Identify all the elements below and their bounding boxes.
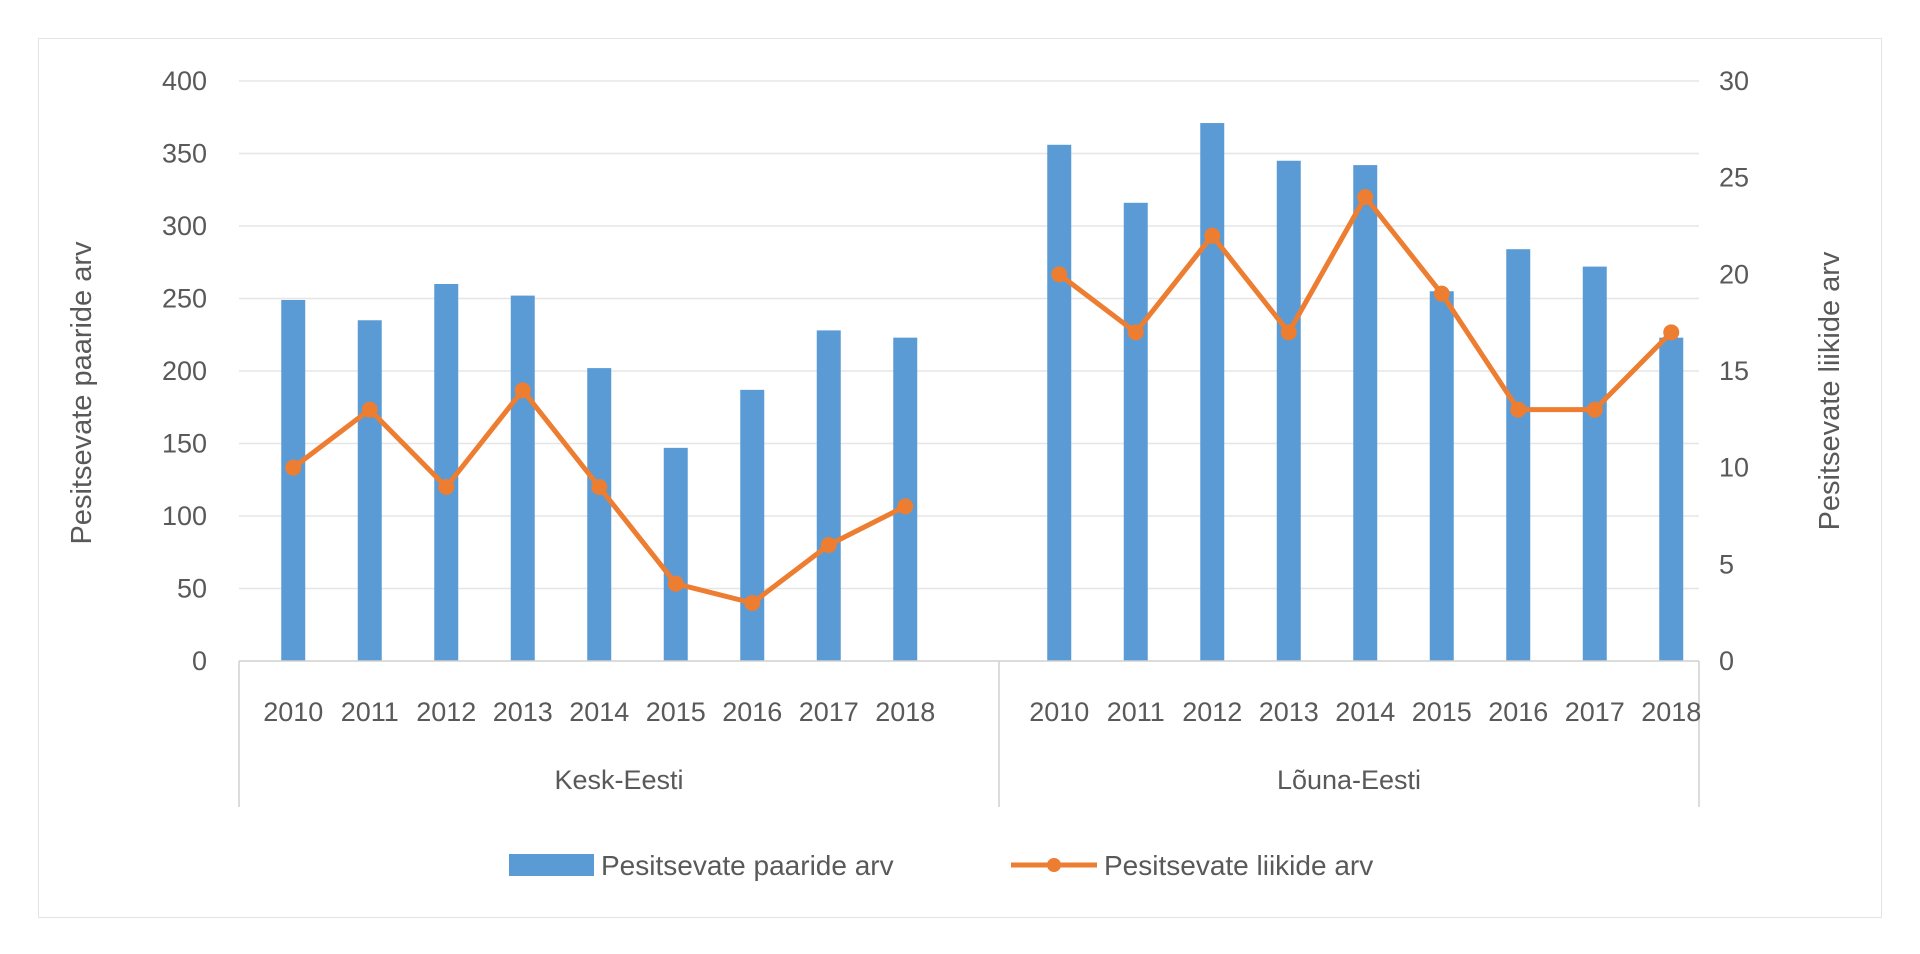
line-point	[1663, 324, 1680, 341]
y-left-tick-label: 300	[162, 211, 207, 241]
y-left-tick-label: 150	[162, 429, 207, 459]
bar	[1506, 249, 1531, 661]
y-axis-left-title: Pesitsevate paaride arv	[66, 241, 98, 545]
bar	[510, 295, 535, 661]
bar	[1276, 160, 1301, 661]
y-left-tick-label: 0	[192, 646, 207, 676]
x-tick-label: 2016	[1488, 697, 1548, 727]
x-tick-label: 2013	[1259, 697, 1319, 727]
legend: Pesitsevate paaride arv Pesitsevate liik…	[509, 850, 1373, 881]
y-left-tick-label: 200	[162, 356, 207, 386]
line-point	[1280, 324, 1297, 341]
chart-frame: 0 50 100 150 200 250 300 350 400 0 5 10 15 20 25 30 2010…	[38, 38, 1882, 918]
x-tick-label: 2018	[1641, 697, 1701, 727]
line-point	[1127, 324, 1144, 341]
bar	[1353, 165, 1378, 661]
chart-svg: 0 50 100 150 200 250 300 350 400 0 5 10 15 20 25 30 2010…	[66, 66, 1846, 881]
x-tick-label: 2011	[341, 697, 399, 727]
line-point	[361, 401, 378, 418]
legend-line-marker	[1047, 858, 1061, 872]
x-tick-label: 2015	[1412, 697, 1472, 727]
y-right-tick-label: 15	[1719, 356, 1749, 386]
line-point	[897, 498, 914, 515]
x-tick-label: 2014	[569, 697, 629, 727]
line-point	[591, 479, 608, 495]
x-tick-label: 2010	[1029, 697, 1089, 727]
line-point	[820, 537, 837, 553]
bar	[663, 447, 688, 661]
x-tick-label: 2016	[722, 697, 782, 727]
x-tick-label: 2012	[416, 697, 476, 727]
bar	[1123, 202, 1148, 662]
x-tick-label: 2011	[1107, 697, 1165, 727]
x-tick-label: 2013	[493, 697, 553, 727]
y-left-tick-label: 400	[162, 66, 207, 96]
bar	[281, 299, 306, 661]
line-point	[1357, 189, 1374, 205]
x-tick-label: 2018	[875, 697, 935, 727]
y-left-tick-label: 350	[162, 139, 207, 169]
line-point	[285, 459, 302, 476]
y-axis-right-title: Pesitsevate liikide arv	[1814, 251, 1846, 530]
y-right-tick-label: 30	[1719, 66, 1749, 96]
y-right-tick-label: 25	[1719, 163, 1749, 193]
bar	[740, 389, 765, 661]
bar	[357, 320, 382, 661]
x-tick-label: 2012	[1182, 697, 1242, 727]
line-point	[1204, 227, 1221, 244]
legend-bar-label: Pesitsevate paaride arv	[601, 850, 894, 881]
x-tick-label: 2015	[646, 697, 706, 727]
bar	[1582, 266, 1607, 661]
tick-labels: 0 50 100 150 200 250 300 350 400 0 5 10 15 20 25 30 2010…	[162, 66, 1749, 795]
group-label: Lõuna-Eesti	[1277, 765, 1421, 795]
y-left-tick-label: 100	[162, 501, 207, 531]
group-label: Kesk-Eesti	[554, 765, 683, 795]
bar	[816, 330, 841, 661]
legend-bar-swatch	[509, 854, 594, 876]
x-tick-label: 2010	[263, 697, 323, 727]
x-tick-label: 2014	[1335, 697, 1395, 727]
y-left-tick-label: 50	[177, 574, 207, 604]
line-point	[1051, 266, 1068, 283]
y-right-tick-label: 0	[1719, 646, 1734, 676]
bar	[434, 284, 459, 661]
bar	[1429, 291, 1454, 661]
line-point	[514, 382, 531, 399]
line-point	[1510, 401, 1527, 418]
line-point	[438, 479, 455, 495]
y-right-tick-label: 10	[1719, 453, 1749, 483]
bars	[281, 123, 1684, 662]
bar	[1200, 123, 1225, 662]
axes	[238, 660, 1700, 807]
line-point	[667, 575, 684, 592]
bar	[1047, 144, 1072, 662]
x-tick-label: 2017	[799, 697, 859, 727]
line-point	[1433, 285, 1450, 302]
bar	[1659, 337, 1684, 661]
line-series	[285, 189, 1680, 611]
y-right-tick-label: 5	[1719, 549, 1734, 579]
line-point	[744, 595, 761, 611]
legend-line-label: Pesitsevate liikide arv	[1104, 850, 1373, 881]
line-point	[1586, 401, 1603, 418]
y-left-tick-label: 250	[162, 284, 207, 314]
x-tick-label: 2017	[1565, 697, 1625, 727]
y-right-tick-label: 20	[1719, 259, 1749, 289]
bar	[587, 368, 612, 661]
